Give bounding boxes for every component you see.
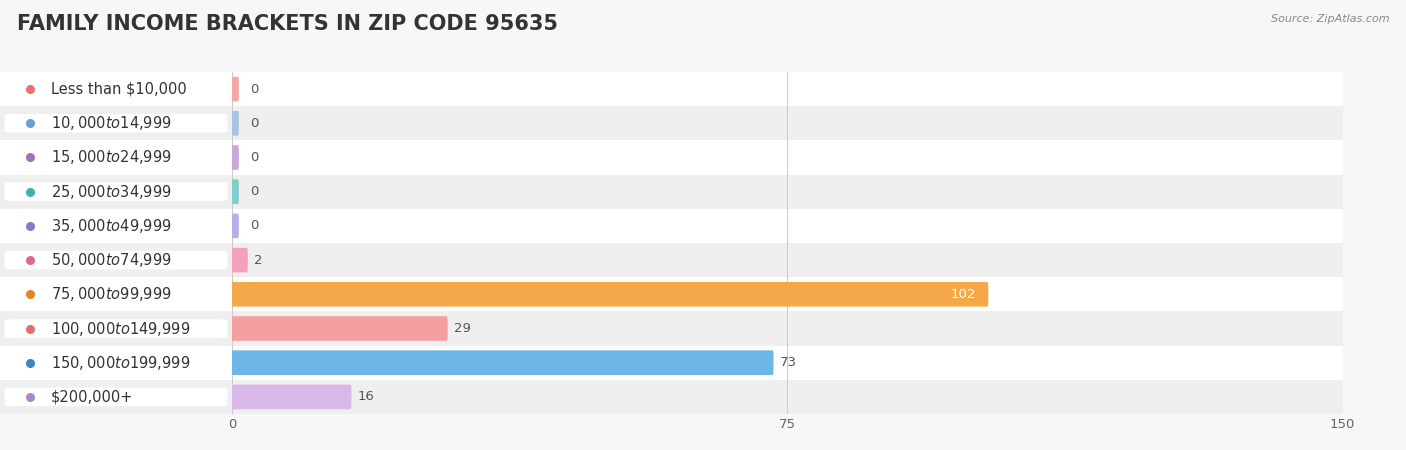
FancyBboxPatch shape bbox=[231, 111, 239, 135]
Text: 0: 0 bbox=[250, 117, 259, 130]
Text: $150,000 to $199,999: $150,000 to $199,999 bbox=[51, 354, 190, 372]
Text: 0: 0 bbox=[250, 83, 259, 95]
Text: $75,000 to $99,999: $75,000 to $99,999 bbox=[51, 285, 172, 303]
FancyBboxPatch shape bbox=[231, 248, 247, 272]
Bar bbox=[0, 243, 232, 277]
Text: 16: 16 bbox=[359, 391, 375, 403]
Bar bbox=[0, 209, 232, 243]
Bar bbox=[232, 106, 1343, 140]
Text: 0: 0 bbox=[250, 185, 259, 198]
Bar bbox=[232, 175, 1343, 209]
Bar bbox=[232, 277, 1343, 311]
Text: $25,000 to $34,999: $25,000 to $34,999 bbox=[51, 183, 172, 201]
FancyBboxPatch shape bbox=[4, 148, 228, 167]
Text: $100,000 to $149,999: $100,000 to $149,999 bbox=[51, 320, 190, 338]
Text: $35,000 to $49,999: $35,000 to $49,999 bbox=[51, 217, 172, 235]
Text: 0: 0 bbox=[250, 151, 259, 164]
Bar bbox=[232, 72, 1343, 106]
FancyBboxPatch shape bbox=[4, 80, 228, 99]
Text: $15,000 to $24,999: $15,000 to $24,999 bbox=[51, 148, 172, 166]
Text: $200,000+: $200,000+ bbox=[51, 389, 134, 405]
FancyBboxPatch shape bbox=[231, 282, 988, 306]
FancyBboxPatch shape bbox=[4, 353, 228, 372]
Bar bbox=[0, 380, 232, 414]
Bar bbox=[0, 277, 232, 311]
FancyBboxPatch shape bbox=[4, 216, 228, 235]
FancyBboxPatch shape bbox=[231, 214, 239, 238]
Bar bbox=[0, 175, 232, 209]
FancyBboxPatch shape bbox=[4, 251, 228, 270]
Text: $10,000 to $14,999: $10,000 to $14,999 bbox=[51, 114, 172, 132]
Bar bbox=[232, 311, 1343, 346]
Text: Less than $10,000: Less than $10,000 bbox=[51, 81, 187, 97]
Text: 29: 29 bbox=[454, 322, 471, 335]
FancyBboxPatch shape bbox=[231, 77, 239, 101]
Bar bbox=[0, 140, 232, 175]
FancyBboxPatch shape bbox=[231, 351, 773, 375]
FancyBboxPatch shape bbox=[231, 180, 239, 204]
Text: FAMILY INCOME BRACKETS IN ZIP CODE 95635: FAMILY INCOME BRACKETS IN ZIP CODE 95635 bbox=[17, 14, 558, 33]
Bar bbox=[0, 346, 232, 380]
Bar bbox=[0, 72, 232, 106]
Bar bbox=[232, 346, 1343, 380]
Text: 102: 102 bbox=[950, 288, 976, 301]
Text: Source: ZipAtlas.com: Source: ZipAtlas.com bbox=[1271, 14, 1389, 23]
FancyBboxPatch shape bbox=[231, 145, 239, 170]
Bar bbox=[0, 311, 232, 346]
FancyBboxPatch shape bbox=[4, 285, 228, 304]
FancyBboxPatch shape bbox=[4, 387, 228, 406]
FancyBboxPatch shape bbox=[4, 114, 228, 133]
FancyBboxPatch shape bbox=[4, 182, 228, 201]
Text: 0: 0 bbox=[250, 220, 259, 232]
Text: 73: 73 bbox=[780, 356, 797, 369]
FancyBboxPatch shape bbox=[231, 316, 447, 341]
Bar bbox=[232, 140, 1343, 175]
Bar bbox=[232, 380, 1343, 414]
Text: $50,000 to $74,999: $50,000 to $74,999 bbox=[51, 251, 172, 269]
FancyBboxPatch shape bbox=[4, 319, 228, 338]
Bar bbox=[232, 209, 1343, 243]
Bar bbox=[232, 243, 1343, 277]
Text: 2: 2 bbox=[254, 254, 263, 266]
Bar bbox=[0, 106, 232, 140]
FancyBboxPatch shape bbox=[231, 385, 352, 409]
